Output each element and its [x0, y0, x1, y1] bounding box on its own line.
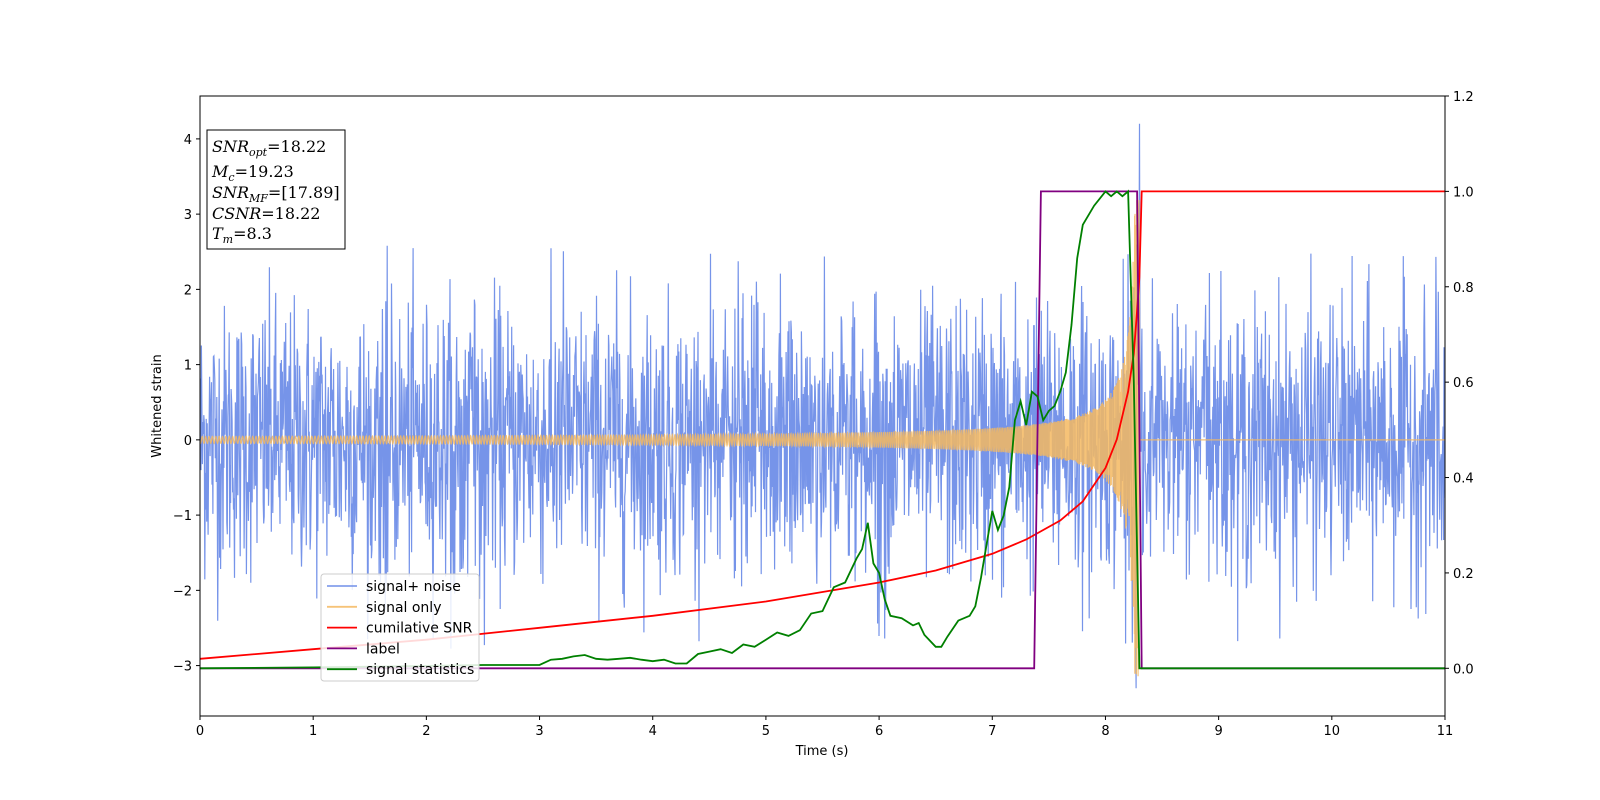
annotation-line: SNRopt=18.22 — [212, 137, 326, 159]
x-tick-label: 8 — [1101, 724, 1109, 739]
x-tick-label: 9 — [1214, 724, 1222, 739]
y-right-tick-label: 1.2 — [1453, 90, 1474, 105]
series-signal-statistics — [200, 189, 1445, 670]
y-right-tick-label: 0.6 — [1453, 376, 1474, 391]
y-right-tick-label: 0.0 — [1453, 662, 1474, 677]
x-tick-label: 10 — [1324, 724, 1341, 739]
x-tick-label: 2 — [422, 724, 430, 739]
plot-frame — [199, 95, 1446, 717]
x-tick-label: 3 — [535, 724, 543, 739]
y-left-tick-label: −1 — [173, 509, 192, 524]
series-layer — [200, 123, 1445, 689]
y-left-tick-label: −3 — [173, 660, 192, 675]
y-left-tick-label: 1 — [184, 359, 192, 374]
y-right-tick-label: 0.8 — [1453, 281, 1474, 296]
y-axis-right: 1.2 1.0 0.8 0.6 0.4 0.2 0.0 — [1445, 90, 1474, 677]
annotation-line: SNRMF=[17.89] — [212, 183, 340, 205]
y-right-tick-label: 0.2 — [1453, 567, 1474, 582]
y-axis-left: 4 3 2 1 0 −1 −2 −3 — [173, 133, 200, 675]
x-tick-label: 5 — [762, 724, 770, 739]
annotation-frame — [206, 129, 346, 250]
series-cumulative-snr — [200, 190, 1445, 660]
x-tick-label: 4 — [649, 724, 657, 739]
x-axis: 0 1 2 3 4 5 6 7 8 9 10 11 — [196, 716, 1453, 739]
series-signal-noise — [200, 123, 1445, 689]
annotation-line: Mc=19.23 — [211, 162, 294, 184]
annotation-line: Tm=8.3 — [212, 224, 272, 246]
x-tick-label: 11 — [1437, 724, 1454, 739]
series-signal-only — [200, 199, 1445, 677]
y-right-tick-label: 1.0 — [1453, 185, 1474, 200]
y-axis-label: Whitened strain — [150, 354, 165, 457]
y-left-tick-label: 4 — [184, 133, 192, 148]
y-left-tick-label: 0 — [184, 434, 192, 449]
x-tick-label: 6 — [875, 724, 883, 739]
legend-frame — [320, 573, 480, 682]
legend: signal+ noise signal only cumilative SNR la… — [320, 573, 480, 682]
x-axis-label: Time (s) — [795, 744, 849, 759]
x-tick-label: 1 — [309, 724, 317, 739]
x-tick-label: 7 — [988, 724, 996, 739]
y-left-tick-label: 3 — [184, 208, 192, 223]
y-left-tick-label: 2 — [184, 283, 192, 298]
y-right-tick-label: 0.4 — [1453, 472, 1474, 487]
y-left-tick-label: −2 — [173, 584, 192, 599]
legend-label-text: label — [366, 641, 400, 657]
x-tick-label: 0 — [196, 724, 204, 739]
legend-signal-statistics-text: signal statistics — [366, 662, 474, 678]
legend-cumulative-snr-text: cumilative SNR — [366, 621, 473, 637]
annotation-line: CSNR=18.22 — [212, 204, 320, 223]
legend-signal-only-text: signal only — [366, 600, 441, 616]
legend-signal-noise-text: signal+ noise — [366, 579, 461, 595]
stats-annotation-box: SNRopt=18.22 Mc=19.23SNRMF=[17.89]CSNR=18… — [206, 129, 346, 250]
